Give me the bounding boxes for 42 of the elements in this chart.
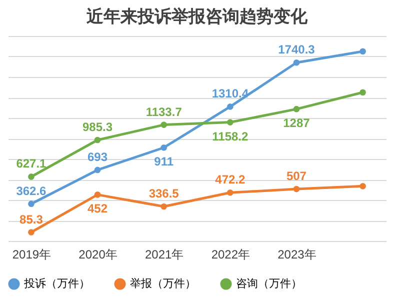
point (160, 203, 168, 210)
point (94, 192, 101, 198)
data-label: 985.3 (82, 120, 113, 134)
data-label: 1310.4 (212, 86, 249, 101)
legend-label: 举报（万件） (130, 277, 196, 290)
x-tick-label: 2022年 (211, 248, 250, 262)
legend-label: 咨询（万件） (236, 278, 302, 290)
x-tick-label: 2023年 (278, 248, 316, 262)
point (293, 106, 300, 112)
point (360, 89, 366, 96)
point (28, 229, 34, 236)
x-tick-label: 2019年 (12, 248, 52, 262)
data-label: 911 (154, 154, 174, 169)
data-label: 472.2 (215, 172, 246, 187)
point (160, 144, 168, 151)
point (94, 166, 101, 174)
x-tick-label: 2020年 (78, 248, 118, 262)
data-label: 627.1 (16, 156, 47, 171)
point (226, 104, 234, 110)
point (226, 189, 234, 196)
data-label: 336.5 (148, 186, 180, 201)
point (160, 122, 168, 128)
x-tick-label: 2021年 (144, 248, 184, 262)
data-label: 1287 (283, 116, 310, 130)
data-label: 693 (88, 150, 108, 164)
point (293, 59, 300, 66)
data-label: 1133.7 (146, 104, 182, 119)
point (226, 119, 234, 126)
point (28, 174, 34, 180)
legend-label: 投诉（万件） (23, 277, 90, 290)
data-label: 1158.2 (212, 129, 248, 144)
point (293, 186, 300, 192)
point (360, 48, 366, 55)
data-label: 507 (286, 169, 307, 184)
point (94, 136, 101, 144)
data-label: 85.3 (20, 212, 44, 226)
point (360, 183, 366, 190)
data-label: 1740.3 (278, 42, 316, 57)
data-label: 362.6 (16, 184, 47, 198)
chart-title: 近年来投诉举报咨询趋势变化 (86, 7, 308, 26)
point (28, 200, 34, 207)
data-label: 452 (88, 202, 108, 216)
